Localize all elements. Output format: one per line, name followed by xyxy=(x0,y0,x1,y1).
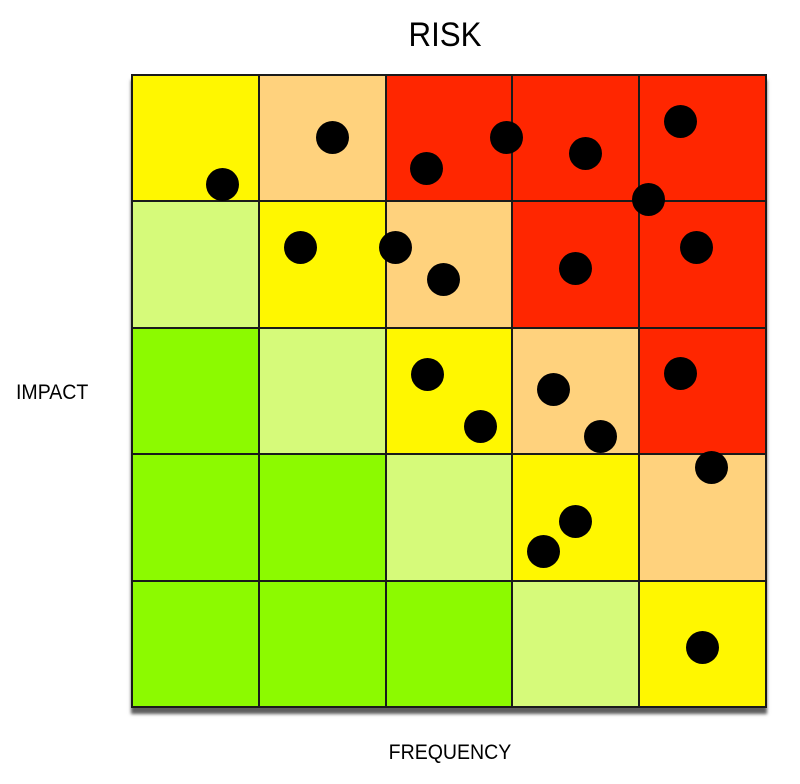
risk-point xyxy=(536,372,570,406)
x-axis-label: FREQUENCY xyxy=(388,741,512,764)
y-axis-label: IMPACT xyxy=(16,381,89,404)
risk-point xyxy=(410,357,444,391)
risk-point xyxy=(663,356,697,390)
risk-point xyxy=(283,230,317,264)
risk-point xyxy=(315,120,349,154)
risk-grid xyxy=(131,74,767,708)
chart-title: RISK xyxy=(408,16,482,54)
risk-matrix xyxy=(131,74,767,708)
risk-point xyxy=(694,450,728,484)
risk-point xyxy=(426,262,460,296)
risk-cell-red xyxy=(640,328,765,454)
risk-cell-green xyxy=(133,581,258,706)
risk-cell-orange xyxy=(513,328,639,454)
risk-cell-yellow xyxy=(259,202,385,327)
risk-point xyxy=(558,251,592,285)
risk-point xyxy=(679,230,713,264)
risk-point xyxy=(526,534,560,568)
risk-cell-red xyxy=(513,76,639,201)
risk-cell-green xyxy=(259,455,385,580)
risk-cell-light-green xyxy=(133,202,258,327)
risk-cell-red xyxy=(640,202,765,327)
risk-cell-green xyxy=(133,455,258,580)
risk-cell-yellow xyxy=(133,76,258,201)
risk-point xyxy=(463,409,497,443)
risk-point xyxy=(663,104,697,138)
risk-point xyxy=(378,230,412,264)
risk-cell-green xyxy=(133,328,258,454)
risk-cell-light-green xyxy=(386,455,512,580)
risk-cell-green xyxy=(259,581,385,706)
risk-point xyxy=(583,419,617,453)
risk-point xyxy=(409,151,443,185)
risk-cell-red xyxy=(640,76,765,201)
risk-cell-green xyxy=(386,581,512,706)
risk-point xyxy=(631,182,665,216)
risk-cell-light-green xyxy=(513,581,639,706)
risk-point xyxy=(685,630,719,664)
risk-point xyxy=(205,167,239,201)
risk-point xyxy=(489,120,523,154)
risk-cell-light-green xyxy=(259,328,385,454)
risk-point xyxy=(568,136,602,170)
risk-point xyxy=(558,504,592,538)
